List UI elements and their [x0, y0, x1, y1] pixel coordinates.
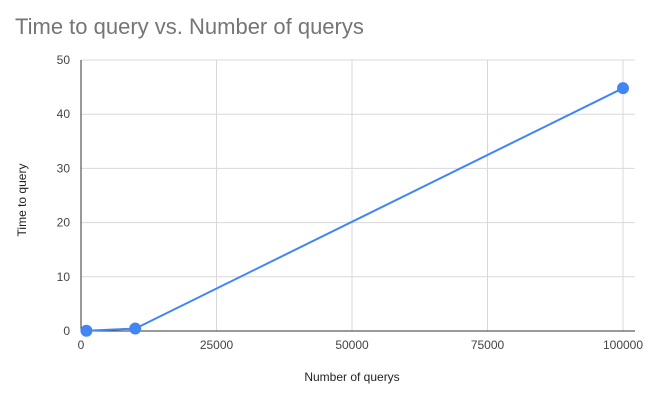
y-tick-label: 0: [63, 324, 70, 338]
y-axis-title: Time to query: [15, 163, 29, 237]
series-line: [86, 87, 624, 332]
y-tick-label: 20: [57, 216, 71, 230]
data-point: [80, 324, 93, 337]
x-tick-label: 25000: [200, 338, 234, 352]
y-tick-label: 30: [57, 161, 71, 175]
y-tick-label: 50: [57, 53, 71, 67]
x-axis-title: Number of querys: [304, 370, 400, 384]
x-tick-label: 100000: [603, 338, 643, 352]
chart-title: Time to query vs. Number of querys: [15, 14, 364, 39]
x-tick-label: 50000: [335, 338, 369, 352]
y-tick-label: 10: [57, 270, 71, 284]
x-tick-label: 75000: [471, 338, 505, 352]
x-tick-label: 0: [78, 338, 85, 352]
y-tick-label: 40: [57, 107, 71, 121]
data-point: [129, 322, 142, 335]
data-point: [617, 82, 629, 95]
